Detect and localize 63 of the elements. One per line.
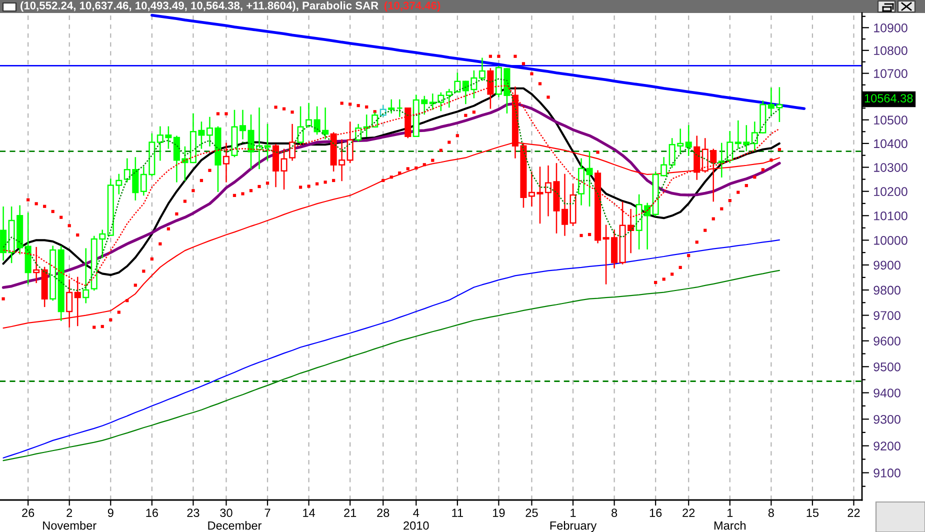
x-tick-label: 8 bbox=[768, 508, 774, 518]
candlestick bbox=[289, 124, 296, 161]
x-tick-label: 8 bbox=[612, 508, 618, 518]
y-tick-label: 10300 bbox=[874, 163, 908, 172]
y-tick-label: 9700 bbox=[874, 311, 900, 320]
y-tick-label: 10800 bbox=[874, 46, 908, 56]
x-tick-label: 14 bbox=[303, 508, 316, 517]
y-tick-label: 9100 bbox=[874, 468, 900, 478]
x-tick-label: 28 bbox=[377, 508, 390, 518]
candlestick bbox=[222, 142, 230, 182]
candlestick bbox=[0, 206, 7, 261]
y-tick-label: 10400 bbox=[874, 139, 908, 148]
x-tick-label: 9 bbox=[108, 508, 114, 518]
candlestick bbox=[586, 151, 593, 207]
y-tick-label: 9500 bbox=[874, 362, 900, 372]
candlestick bbox=[396, 99, 403, 117]
x-tick-label: 2 November bbox=[43, 508, 96, 530]
chart-subtitle: (10,374.46) bbox=[384, 1, 440, 12]
candlestick bbox=[372, 112, 378, 128]
y-tick-label: 10700 bbox=[874, 69, 908, 78]
x-tick-label: 7 bbox=[264, 508, 270, 517]
y-tick-label: 10900 bbox=[874, 23, 908, 32]
chart-title: (10,552.24, 10,637.46, 10,493.49, 10,564.38, +11.8604), Parabolic SAR bbox=[20, 1, 378, 12]
candlestick bbox=[751, 122, 758, 152]
text: 10564.38 bbox=[864, 94, 913, 102]
x-tick-label: 16 bbox=[146, 508, 158, 518]
y-tick-label: 9900 bbox=[874, 260, 900, 270]
y-tick-label: 9400 bbox=[874, 388, 900, 398]
candlestick bbox=[82, 248, 90, 304]
y-tick-label: 10000 bbox=[874, 236, 908, 245]
candlestick bbox=[478, 58, 486, 81]
y-tick-label: 9600 bbox=[874, 336, 900, 346]
x-tick-label: 1 February bbox=[550, 508, 597, 532]
x-tick-label: 30 bbox=[220, 508, 232, 518]
x-tick-label: 15 bbox=[806, 508, 819, 518]
candlestick bbox=[297, 106, 304, 146]
x-tick-label: 11 bbox=[452, 508, 463, 517]
y-tick-label: 10100 bbox=[874, 211, 908, 220]
x-tick-label: 19 bbox=[493, 508, 505, 518]
y-tick-label: 9200 bbox=[874, 442, 900, 450]
x-tick-label: 1 March bbox=[714, 508, 746, 530]
x-tick-label: 22 bbox=[848, 508, 860, 517]
x-tick-label: 16 bbox=[650, 508, 662, 518]
x-tick-label: 26 bbox=[22, 508, 34, 518]
x-tick-label: 4 2010 bbox=[404, 508, 429, 530]
x-tick-label: 23 bbox=[187, 508, 200, 518]
x-tick-label: 22 bbox=[682, 508, 695, 517]
y-tick-label: 10200 bbox=[874, 187, 908, 196]
candlestick bbox=[346, 122, 354, 164]
candlestick bbox=[685, 125, 692, 156]
candlestick bbox=[726, 131, 734, 164]
x-tick-label: 21 bbox=[344, 508, 356, 517]
candlestick bbox=[280, 148, 288, 190]
y-tick-label: 10500 bbox=[874, 116, 908, 125]
line-series bbox=[2, 239, 780, 458]
candlestick bbox=[306, 102, 312, 128]
y-tick-label: 9800 bbox=[874, 286, 900, 295]
candlestick bbox=[388, 99, 395, 114]
y-tick-label: 9300 bbox=[874, 414, 900, 424]
x-tick-label: 25 bbox=[526, 508, 538, 518]
x-tick-label: December bbox=[208, 521, 262, 530]
candlestick bbox=[33, 246, 40, 284]
candlestick bbox=[264, 124, 271, 161]
